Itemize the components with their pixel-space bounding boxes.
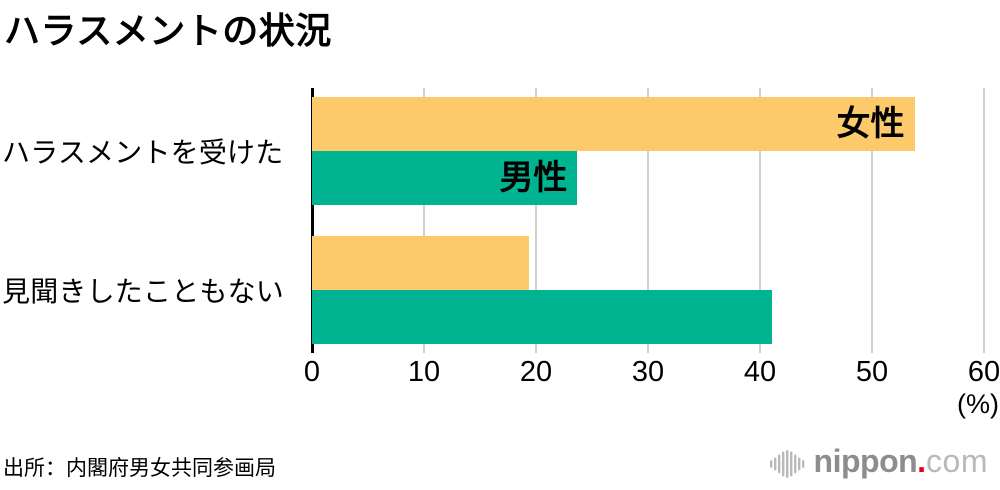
series-label-male: 男性: [499, 159, 568, 197]
logo-text-nippon: nippon: [813, 443, 918, 479]
x-tick-label-10: 10: [407, 356, 441, 388]
x-tick-label-20: 20: [519, 356, 553, 388]
logo-text-com: com: [926, 443, 988, 479]
gridline-50: [871, 88, 873, 353]
x-tick-label-50: 50: [855, 356, 889, 388]
logo-dot: .: [917, 443, 927, 479]
soundwave-icon: [769, 449, 804, 478]
gridline-10: [423, 88, 425, 353]
male-bar-never-heard: [312, 290, 773, 344]
gridline-30: [647, 88, 649, 353]
x-tick-label-40: 40: [743, 356, 777, 388]
chart-title: ハラスメントの状況: [4, 10, 332, 51]
y-axis-line: [310, 88, 314, 353]
female-bar-never-heard: [312, 236, 530, 290]
gridline-60: [983, 88, 985, 353]
category-label-never-heard: 見聞きしたこともない: [2, 276, 285, 307]
category-label-received: ハラスメントを受けた: [2, 137, 284, 168]
x-axis-unit-label: (%): [957, 389, 999, 419]
female-bar-received: 女性: [312, 97, 915, 151]
source-note: 出所：内閣府男女共同参画局: [3, 457, 276, 480]
gridline-20: [535, 88, 537, 353]
gridline-40: [759, 88, 761, 353]
x-tick-label-30: 30: [631, 356, 665, 388]
male-bar-received: 男性: [312, 151, 578, 205]
x-tick-label-60: 60: [967, 356, 1000, 388]
nippon-logo: nippon. com: [769, 443, 988, 480]
series-label-female: 女性: [836, 105, 905, 143]
x-tick-label-0: 0: [303, 356, 321, 388]
